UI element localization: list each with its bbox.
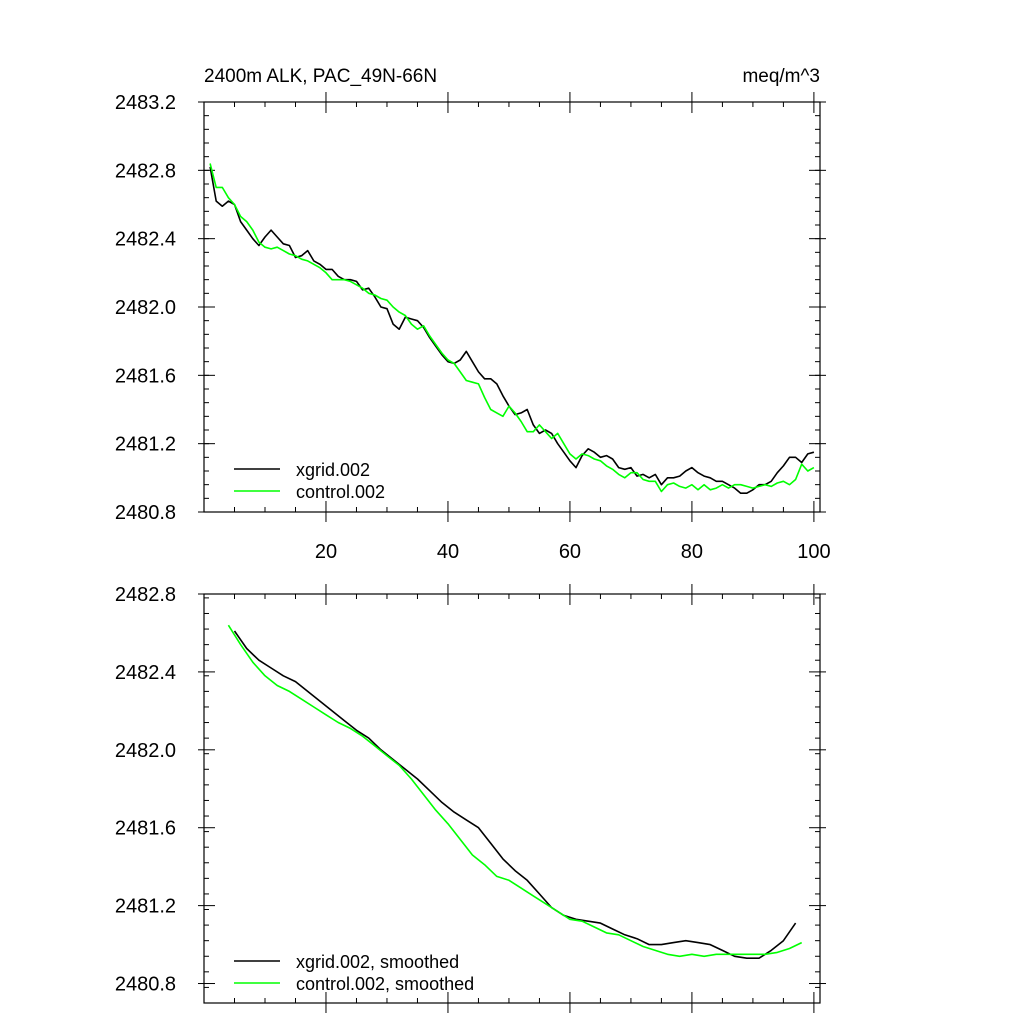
y-tick-label: 2482.8	[115, 584, 176, 606]
y-tick-label: 2482.0	[115, 740, 176, 762]
units-label: meq/m^3	[742, 66, 820, 87]
bottom-panel: 2480.8 2481.2 2481.6 2482.0 2482.4 2482.8 xgri…	[115, 584, 826, 1013]
panel-title: 2400m ALK, PAC_49N-66N	[204, 66, 437, 87]
x-tick-label: 60	[559, 541, 581, 563]
series-line-xgrid	[233, 630, 797, 960]
y-tick-label: 2481.6	[115, 365, 176, 387]
y-tick-label: 2481.6	[115, 818, 176, 840]
x-tick-label: 40	[437, 541, 459, 563]
x-tick-label: 80	[681, 541, 703, 563]
y-tick-label: 2482.4	[115, 229, 176, 251]
legend-label: control.002, smoothed	[296, 974, 474, 994]
series-line-control	[209, 163, 815, 493]
y-tick-label: 2483.2	[115, 92, 176, 114]
legend-label: xgrid.002, smoothed	[296, 952, 459, 972]
y-tick-label: 2481.2	[115, 896, 176, 918]
legend-label: control.002	[296, 482, 385, 502]
series-line-control	[227, 624, 803, 958]
plot-frame	[203, 101, 821, 513]
top-panel: 2400m ALK, PAC_49N-66N meq/m^3 2480.8 248…	[115, 66, 831, 563]
legend-label: xgrid.002	[296, 460, 370, 480]
y-tick-label: 2482.8	[115, 160, 176, 182]
x-tick-label: 100	[797, 541, 830, 563]
y-tick-label: 2481.2	[115, 434, 176, 456]
x-tick-label: 20	[315, 541, 337, 563]
y-tick-label: 2480.8	[115, 502, 176, 524]
y-tick-label: 2482.0	[115, 297, 176, 319]
series-line-xgrid	[209, 166, 815, 495]
plot-frame	[203, 593, 821, 1004]
y-tick-label: 2482.4	[115, 662, 176, 684]
y-tick-label: 2480.8	[115, 974, 176, 996]
